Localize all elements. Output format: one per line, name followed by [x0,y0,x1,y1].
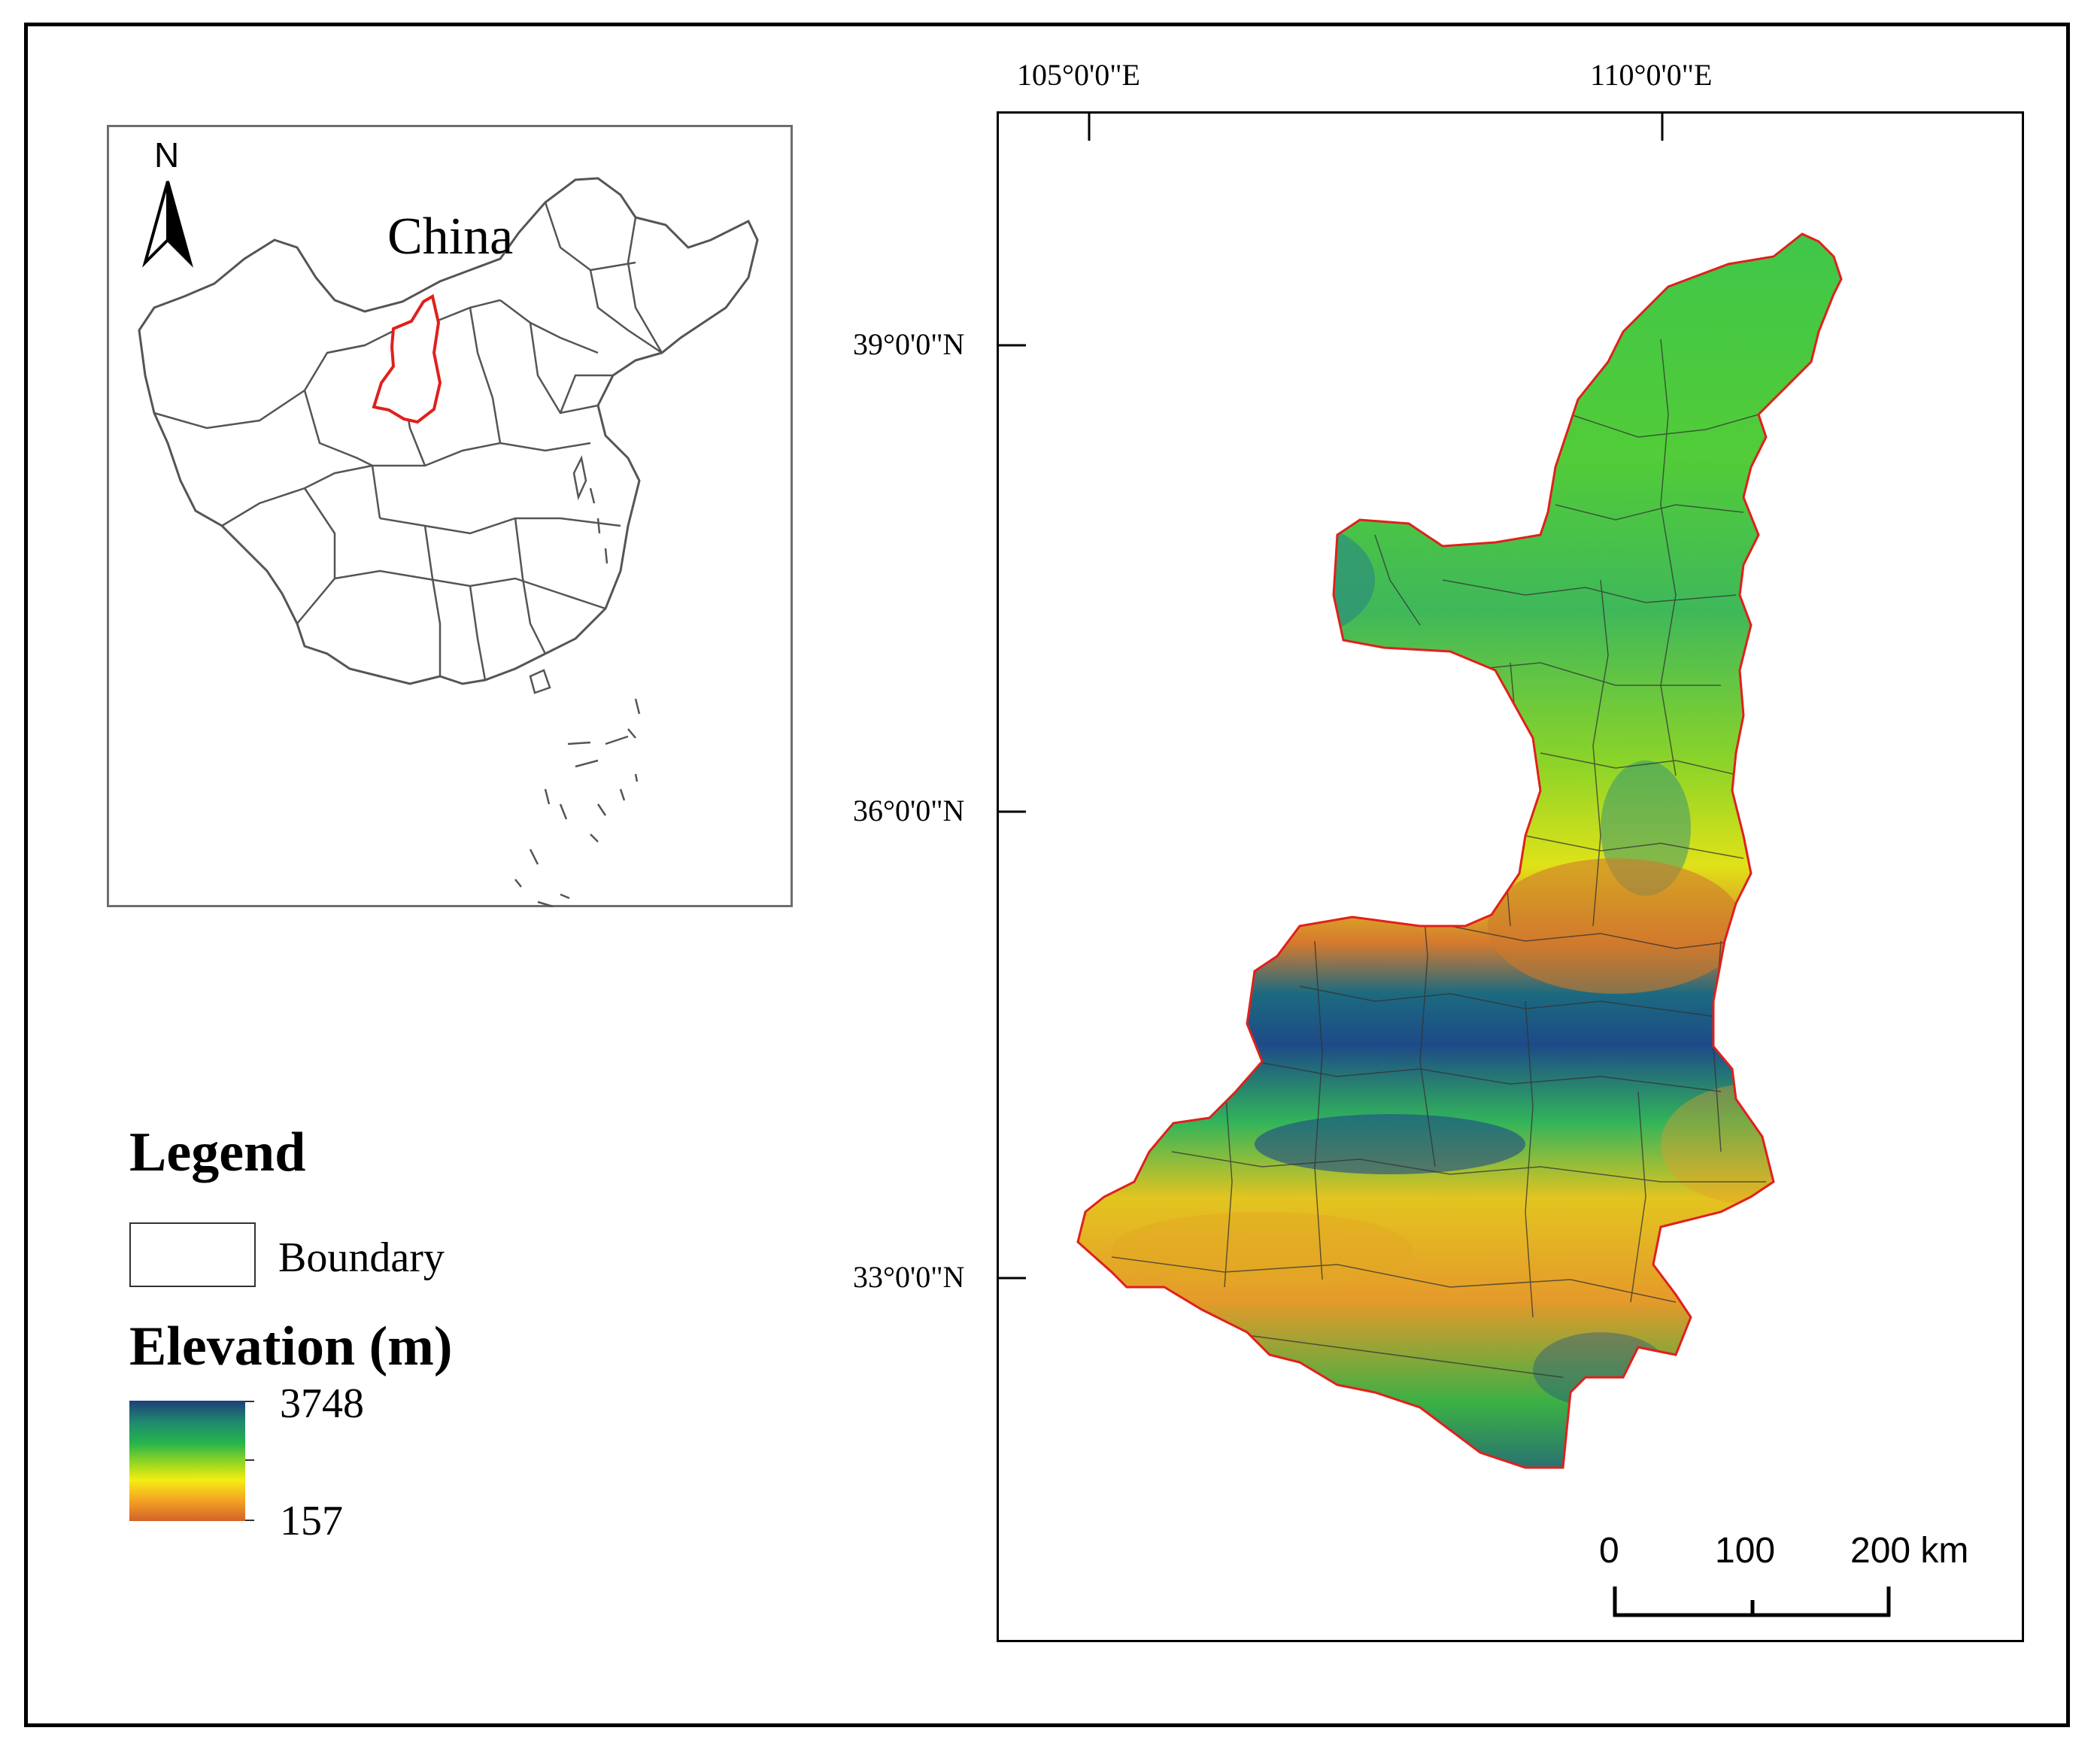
scale-label-200km: 200 km [1850,1531,1969,1571]
elevation-color-ramp [129,1401,245,1521]
legend-boundary-label: Boundary [278,1234,445,1281]
elevation-min-label: 157 [280,1498,343,1544]
ramp-tick-top [245,1401,254,1402]
latitude-label-36: 36°0'0"N [853,794,965,827]
scale-label-0: 0 [1599,1531,1619,1571]
legend-title: Legend [129,1122,306,1183]
shaanxi-highlight [372,293,442,424]
ramp-tick-mid [245,1459,254,1461]
inset-title: China [387,208,514,266]
graticule-ticks [999,114,1664,1280]
islands [514,455,641,908]
legend-boundary-swatch [129,1222,256,1287]
ramp-tick-bottom [245,1520,254,1521]
north-arrow-right [166,181,193,268]
scale-bar [1613,1586,1891,1617]
north-arrow-left [142,181,169,268]
scale-label-100: 100 [1715,1531,1776,1571]
longitude-label-110: 110°0'0"E [1590,58,1713,92]
legend-elevation-title: Elevation (m) [129,1316,453,1377]
elevation-raster [1078,234,1841,1468]
china-outline-map [138,177,759,908]
north-label: N [154,135,180,175]
map-frame [24,23,2070,1727]
elevation-map [999,114,1891,1617]
elevation-max-label: 3748 [280,1380,364,1427]
latitude-label-33: 33°0'0"N [853,1260,965,1294]
latitude-label-39: 39°0'0"N [853,327,965,361]
inset-map-china: N China [107,125,793,908]
longitude-label-105: 105°0'0"E [1017,58,1140,92]
shaanxi-provincial-boundary [1076,232,1843,1469]
main-map-shaanxi [997,111,2024,1642]
